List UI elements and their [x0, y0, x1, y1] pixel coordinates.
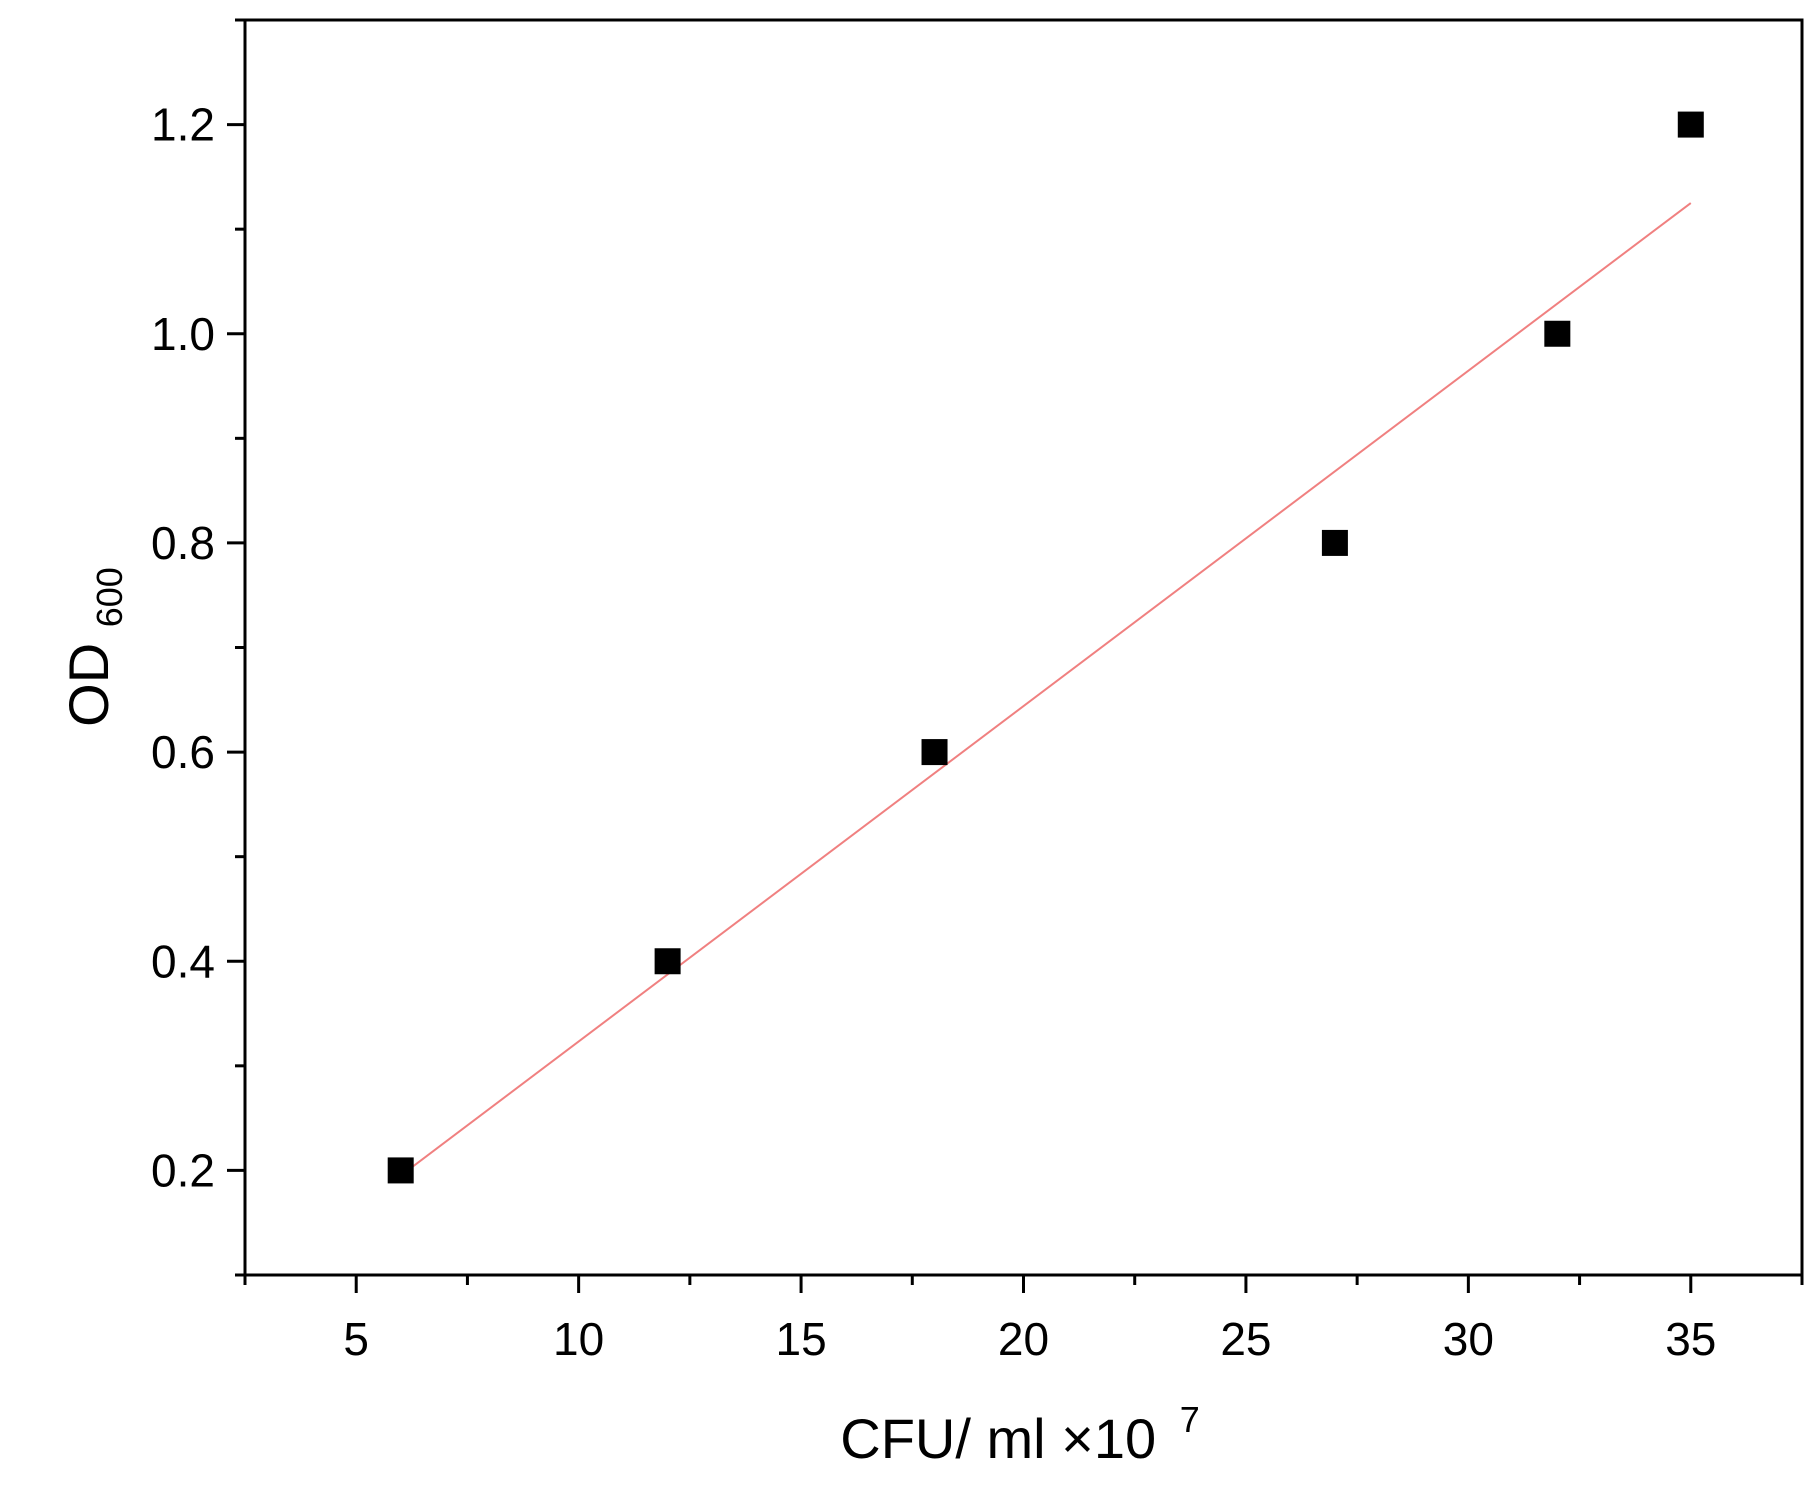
x-axis-title-text: CFU/ ml ×10 [840, 1407, 1156, 1470]
y-axis-title: OD 600 [57, 567, 130, 727]
data-point [1677, 111, 1704, 138]
x-tick-label: 15 [775, 1313, 826, 1365]
data-point [387, 1157, 414, 1184]
y-tick-label: 1.2 [151, 99, 215, 151]
x-axis-title: CFU/ ml ×10 7 [840, 1399, 1199, 1470]
data-point [921, 739, 948, 766]
x-tick-label: 35 [1665, 1313, 1716, 1365]
data-point [1321, 529, 1348, 556]
y-axis-title-text: OD [57, 643, 120, 727]
x-tick-label: 10 [553, 1313, 604, 1365]
y-tick-label: 0.6 [151, 726, 215, 778]
x-tick-label: 30 [1443, 1313, 1494, 1365]
y-axis-ticks: 0.2 0.4 0.6 0.8 1.0 1.2 [151, 18, 245, 1277]
y-tick-label: 0.4 [151, 935, 215, 987]
linear-fit-line [400, 202, 1692, 1177]
fit-line-layer [400, 202, 1692, 1177]
data-point [1544, 320, 1571, 347]
plot-frame [243, 18, 1804, 1277]
x-axis-title-superscript: 7 [1180, 1399, 1200, 1440]
y-axis-title-subscript: 600 [89, 567, 130, 627]
x-tick-label: 25 [1220, 1313, 1271, 1365]
data-points-layer [387, 111, 1704, 1184]
x-tick-label: 20 [998, 1313, 1049, 1365]
y-tick-label: 1.0 [151, 308, 215, 360]
x-axis-ticks: 5 10 15 20 25 30 35 [243, 1275, 1804, 1365]
y-tick-label: 0.8 [151, 517, 215, 569]
data-point [654, 948, 681, 975]
x-tick-label: 5 [343, 1313, 369, 1365]
y-tick-label: 0.2 [151, 1144, 215, 1196]
